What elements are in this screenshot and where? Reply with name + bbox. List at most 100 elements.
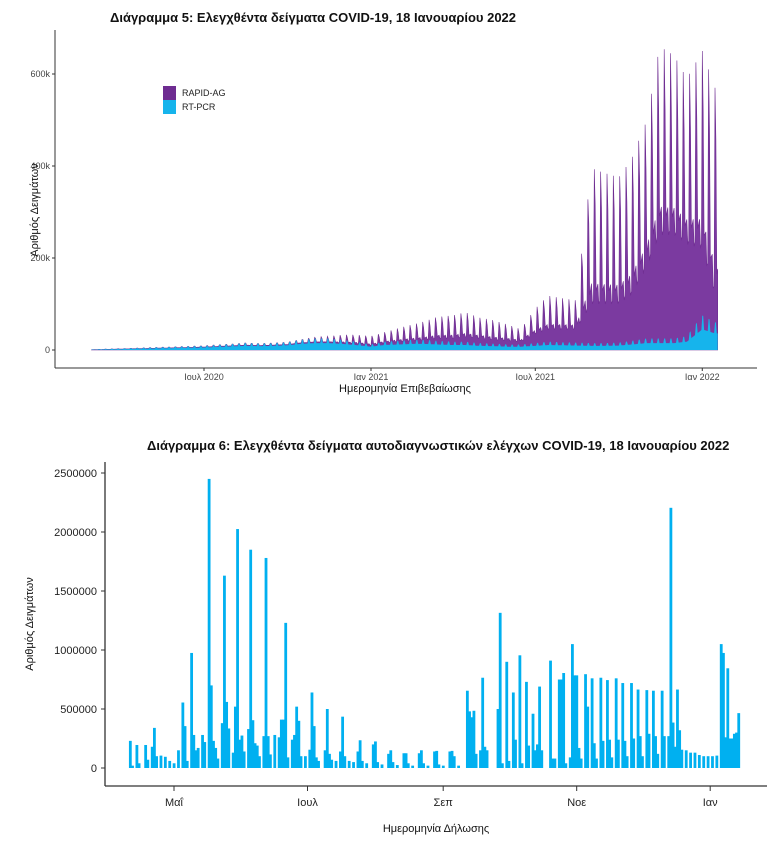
chart6-bar — [286, 757, 290, 768]
chart6-x-tick-label: Μαΐ — [165, 797, 184, 809]
chart6-bar — [638, 736, 642, 768]
chart6-bar — [514, 739, 517, 768]
chart6-bar — [498, 612, 502, 768]
chart6-bar — [153, 727, 156, 768]
chart6-bar — [630, 683, 633, 768]
chart6-y-tick-label: 2500000 — [54, 468, 97, 480]
chart6-y-tick-label: 2000000 — [54, 527, 97, 539]
chart6-bar — [240, 735, 244, 768]
chart6-bar — [395, 765, 399, 768]
chart6-bar — [196, 747, 200, 768]
chart6-bar — [150, 746, 154, 768]
chart6-bar — [533, 750, 537, 768]
chart6-bar — [577, 747, 581, 768]
chart6-bar — [247, 729, 250, 768]
chart6-bar — [391, 762, 395, 768]
chart6-bar — [531, 713, 535, 768]
chart6-bar — [689, 752, 692, 768]
chart6-bar — [722, 652, 725, 768]
chart6-y-tick-label: 0 — [91, 763, 97, 775]
chart6-bar — [573, 675, 576, 768]
legend-item-rt-pcr: RT-PCR — [163, 100, 215, 114]
chart5-y-tick-label: 400k — [30, 161, 50, 171]
chart6-bar — [334, 760, 338, 768]
chart5-y-tick-label: 200k — [30, 253, 50, 263]
chart6-bar — [212, 740, 215, 768]
chart6-bar — [551, 758, 555, 768]
chart6-bar — [706, 756, 710, 768]
chart6-bar — [325, 709, 329, 768]
chart6-bar — [214, 747, 218, 768]
chart6-bar — [249, 549, 253, 768]
chart6-bar — [223, 575, 226, 768]
chart6-bar — [330, 759, 334, 768]
chart6-bar — [310, 692, 314, 768]
legend-label-rapid-ag: RAPID-AG — [182, 88, 226, 98]
chart6-bar — [343, 756, 347, 768]
chart6-bar — [632, 738, 636, 768]
chart6-bar — [317, 760, 320, 768]
chart6-bar — [474, 753, 478, 768]
chart6-bar — [299, 756, 303, 768]
chart6-bar — [702, 756, 706, 768]
chart6-bar — [715, 755, 719, 768]
chart6-bar — [194, 750, 198, 768]
chart6-bar — [737, 713, 741, 768]
chart6-bar — [406, 763, 410, 768]
chart6-bar — [678, 730, 682, 768]
chart6-y-tick-label: 1000000 — [54, 645, 97, 657]
chart6-bar — [621, 683, 625, 768]
chart6-bar — [420, 750, 423, 768]
chart6-bar — [549, 660, 552, 768]
chart6-bar — [358, 740, 362, 768]
chart6-bar — [242, 751, 246, 768]
chart6-bar — [323, 750, 327, 768]
chart6-y-tick-label: 500000 — [60, 704, 97, 716]
chart6-bar — [155, 756, 158, 768]
chart6-bar — [402, 753, 406, 768]
chart6-bar — [231, 752, 235, 768]
chart6-x-axis-label: Ημερομηνία Δήλωσης — [383, 823, 489, 835]
chart6-bar — [371, 744, 375, 768]
chart6-bar — [209, 685, 213, 768]
chart6-bar — [483, 746, 487, 768]
chart6-bar — [135, 744, 139, 768]
chart6-bar — [601, 740, 605, 768]
chart6-bar — [625, 756, 629, 768]
chart6-bar — [496, 709, 500, 768]
chart6-y-axis-label: Αριθμός Δειγμάτων — [24, 577, 36, 671]
chart6-bar — [433, 751, 436, 768]
chart6-bar — [339, 751, 342, 768]
chart6-bar — [253, 743, 257, 768]
chart6-bar — [599, 677, 603, 768]
chart6-bar — [238, 739, 242, 768]
chart6-bar — [728, 738, 732, 768]
chart5-x-tick-label: Ιουλ 2021 — [516, 372, 555, 382]
chart6-bar — [671, 722, 675, 768]
chart6-bar — [404, 753, 408, 768]
chart6-bar — [328, 753, 331, 768]
chart6-bar — [417, 753, 421, 768]
chart5-x-axis-label: Ημερομηνία Επιβεβαίωσης — [339, 383, 471, 395]
chart6-bar — [571, 644, 574, 768]
chart6-bar — [606, 680, 609, 768]
chart6-bar — [726, 668, 730, 768]
chart6-bar — [190, 652, 194, 768]
chart6-bar — [724, 737, 728, 768]
chart6-bar — [201, 734, 204, 768]
chart6-bar — [586, 706, 590, 768]
chart6-bar — [279, 719, 283, 768]
chart6-bar — [258, 756, 261, 768]
chart5-title: Διάγραμμα 5: Ελεγχθέντα δείγματα COVID-1… — [110, 10, 517, 25]
chart6-bar — [380, 764, 384, 768]
chart6-bar — [711, 756, 714, 768]
chart6-bar — [236, 529, 239, 768]
chart6-bar — [128, 740, 132, 768]
chart6-bar — [592, 743, 596, 768]
chart6-bar — [616, 739, 620, 768]
chart6-bar — [268, 754, 272, 768]
chart6-bar — [553, 758, 557, 768]
chart6-bar — [651, 690, 655, 768]
chart6-bar — [654, 736, 657, 768]
chart6-bar — [479, 750, 482, 768]
